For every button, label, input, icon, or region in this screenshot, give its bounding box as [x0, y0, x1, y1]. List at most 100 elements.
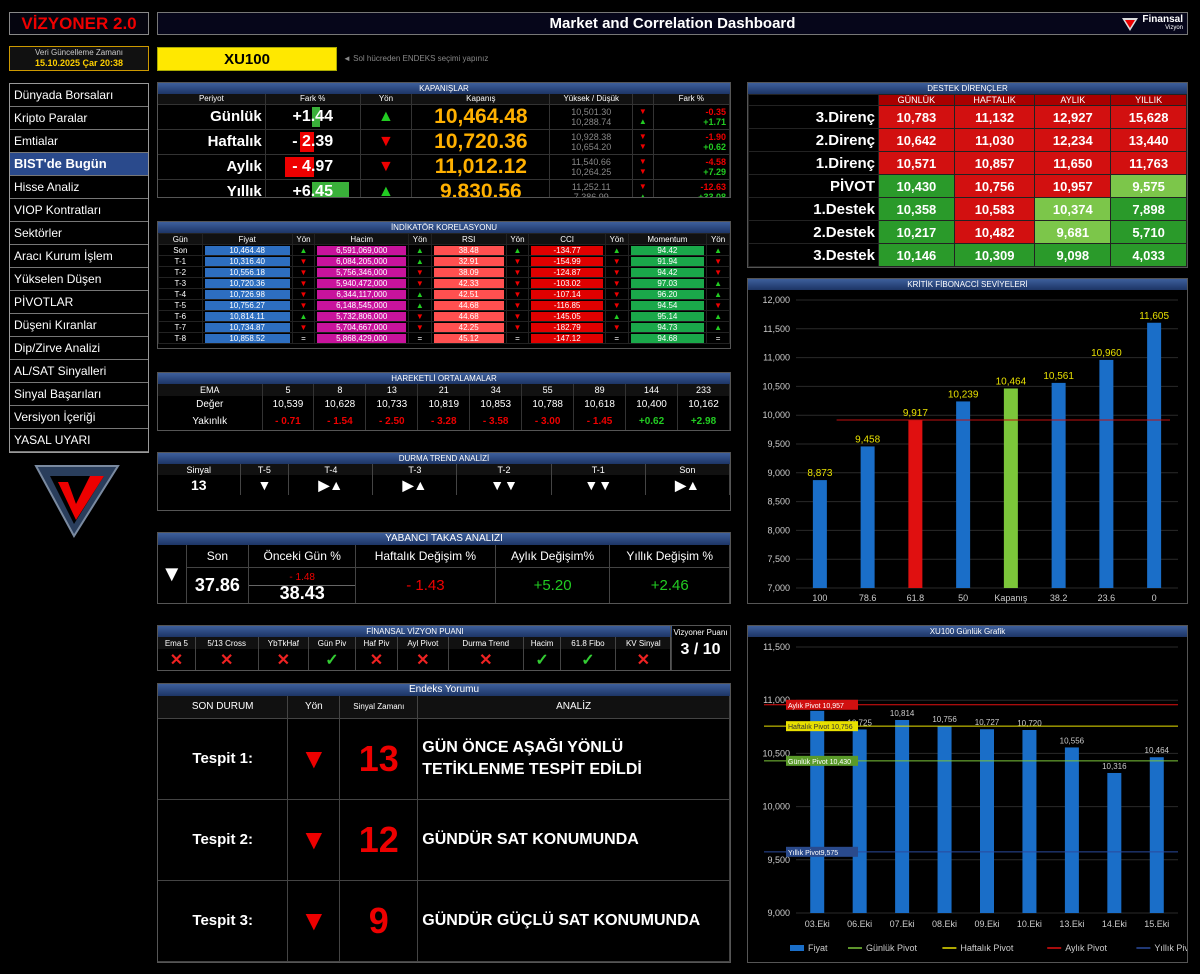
trend-cell: ▼▼ [456, 475, 552, 495]
indicator-cell: 10,720.36 [201, 277, 293, 289]
sidebar-item-5[interactable]: VIOP Kontratları [10, 199, 148, 222]
indicator-cell: 42.25 [430, 321, 507, 333]
index-select[interactable]: XU100 [157, 47, 337, 71]
indicator-direction-icon: ▼ [408, 266, 432, 278]
indicator-direction-icon: ▲ [408, 255, 432, 267]
indicator-direction-icon: ▲ [706, 244, 730, 256]
indicator-cell: -103.02 [528, 277, 606, 289]
comment-table: SON DURUM Yön Sinyal Zamanı ANALİZ Tespit 1:… [158, 696, 730, 962]
support-row: 2.Direnç 10,642 11,030 12,234 13,440 [748, 128, 1187, 152]
fibo-bar [812, 480, 827, 588]
closings-header: Periyot [158, 94, 266, 104]
score-item-label: KV Sinyal [615, 637, 673, 649]
cross-icon: ✕ [615, 649, 673, 670]
fibo-bar-label: 10,960 [1091, 348, 1122, 359]
indicator-cell: 97.03 [627, 277, 708, 289]
brand-emblem-icon [34, 462, 120, 538]
y-tick-label: 9,500 [767, 855, 790, 865]
low-diff: +1.71 [703, 116, 726, 127]
trend-cell: T-4 [288, 464, 374, 475]
support-row: 1.Direnç 10,571 10,857 11,650 11,763 [748, 151, 1187, 175]
ema-cell: - 1.45 [573, 413, 627, 430]
indicator-header: Hacim [314, 233, 410, 245]
comment-text: GÜNDÜR GÜÇLÜ SAT KONUMUNDA [417, 880, 730, 962]
sidebar-item-12[interactable]: AL/SAT Sinyalleri [10, 360, 148, 383]
closings-change-bar [299, 131, 314, 152]
foreign-yearly-value: +2.46 [609, 567, 730, 603]
support-level-value: 10,957 [1034, 174, 1112, 198]
indicator-value: 5,704,667,000 [317, 322, 407, 332]
low-arrow-icon: ▼ [638, 166, 647, 176]
closings-high-low: 10,928.38 10,654.20 [549, 128, 633, 154]
indicator-cell: -107.14 [528, 288, 606, 300]
indicator-correlation-panel: İNDİKATÖR KORELASYONU Gün Fiyat Yön Hacim Yö… [157, 221, 731, 349]
ema-cell: 10,628 [313, 396, 367, 413]
sidebar-item-8[interactable]: Yükselen Düşen [10, 268, 148, 291]
ema-cell: 34 [469, 384, 523, 396]
price-bar [810, 710, 825, 913]
support-level-label: 2.Destek [748, 220, 879, 244]
support-level-value: 4,033 [1110, 243, 1187, 267]
price-bar [1022, 729, 1037, 913]
indicator-direction-icon: ▲ [706, 321, 730, 333]
sidebar-item-11[interactable]: Dip/Zirve Analizi [10, 337, 148, 360]
indicator-row: Son 10,464.48 ▲ 6,591,069,000 ▲ 38.48 ▲ -134.77… [158, 244, 730, 256]
closings-high: 11,540.66 [571, 156, 611, 167]
closings-low: 10,288.74 [571, 116, 612, 127]
indicator-table: Gün Fiyat Yön Hacim Yön RSI Yön CCI Yön Momentum Y… [158, 233, 730, 344]
support-header [748, 94, 879, 106]
closings-change-cell: +1.44 [265, 103, 361, 129]
indicator-cell: 42.33 [430, 277, 507, 289]
comment-label: Tespit 3: [158, 880, 289, 962]
indicator-header: Momentum [627, 233, 708, 245]
indicator-value: 5,756,346,000 [317, 267, 407, 277]
ema-cell: 10,733 [365, 396, 419, 413]
support-row: 2.Destek 10,217 10,482 9,681 5,710 [748, 220, 1187, 244]
sidebar-item-13[interactable]: Sinyal Başarıları [10, 383, 148, 406]
support-level-label: 1.Direnç [748, 151, 879, 175]
support-level-value: 9,575 [1110, 174, 1187, 198]
vision-score-panel: FİNANSAL VİZYON PUANI Ema 5 5/13 Cross YbT… [157, 625, 731, 671]
price-bar [980, 729, 994, 913]
indicator-header: Yön [505, 233, 530, 245]
sidebar-item-1[interactable]: Kripto Paralar [10, 107, 148, 130]
y-tick-label: 10,000 [762, 802, 790, 812]
brand-title: VİZYONER 2.0 [9, 12, 149, 35]
price-bar [1064, 747, 1079, 913]
fibo-bar-label: 9,458 [855, 434, 880, 445]
indicator-cell: 94.73 [627, 321, 708, 333]
indicator-row: T-5 10,756.27 ▼ 6,148,545,000 ▲ 44.68 ▼ -116.85… [158, 299, 730, 311]
indicator-direction-icon: ▼ [604, 277, 629, 289]
sidebar-item-6[interactable]: Sektörler [10, 222, 148, 245]
score-item-label: Gün Piv [308, 637, 356, 649]
indicator-cell: -154.99 [528, 255, 606, 267]
support-row: 3.Direnç 10,783 11,132 12,927 15,628 [748, 105, 1187, 129]
sidebar-item-0[interactable]: Dünyada Borsaları [10, 84, 148, 107]
indicator-direction-icon: ▼ [505, 288, 530, 300]
score-icon-row: ✕ ✕ ✕ ✓ ✕ ✕ ✕ ✓ ✓ ✕ [158, 649, 673, 670]
fibo-bar [1099, 359, 1114, 588]
pivot-label: Aylık Pivot 10,957 [788, 703, 844, 710]
indicator-value: 44.68 [433, 300, 504, 310]
sidebar-item-4[interactable]: Hisse Analiz [10, 176, 148, 199]
sidebar-item-9[interactable]: PİVOTLAR [10, 291, 148, 314]
indicator-cell: T-1 [158, 255, 203, 267]
indicator-header: CCI [528, 233, 606, 245]
fibonacci-chart: 7,000 7,500 8,000 8,500 9,000 9,500 10,000 10,5… [762, 295, 1178, 603]
sidebar-item-14[interactable]: Versiyon İçeriği [10, 406, 148, 429]
indicator-cell: T-2 [158, 266, 203, 278]
sidebar-item-15[interactable]: YASAL UYARI [10, 429, 148, 452]
support-level-value: 10,309 [953, 243, 1036, 267]
sidebar-item-10[interactable]: Düşeni Kıranlar [10, 314, 148, 337]
indicator-value: 94.68 [630, 333, 705, 343]
price-bar-label: 10,727 [975, 718, 1000, 727]
sidebar-item-2[interactable]: Emtialar [10, 130, 148, 153]
indicator-cell: 5,940,472,000 [314, 277, 410, 289]
sidebar-item-7[interactable]: Aracı Kurum İşlem [10, 245, 148, 268]
indicator-cell: 38.48 [430, 244, 507, 256]
fibo-bar-label: 8,873 [807, 468, 832, 479]
indicator-direction-icon: ▲ [291, 244, 316, 256]
indicator-value: 10,464.48 [204, 245, 290, 255]
indicator-direction-icon: ▼ [291, 321, 316, 333]
sidebar-item-3[interactable]: BIST'de Bugün [10, 153, 148, 176]
